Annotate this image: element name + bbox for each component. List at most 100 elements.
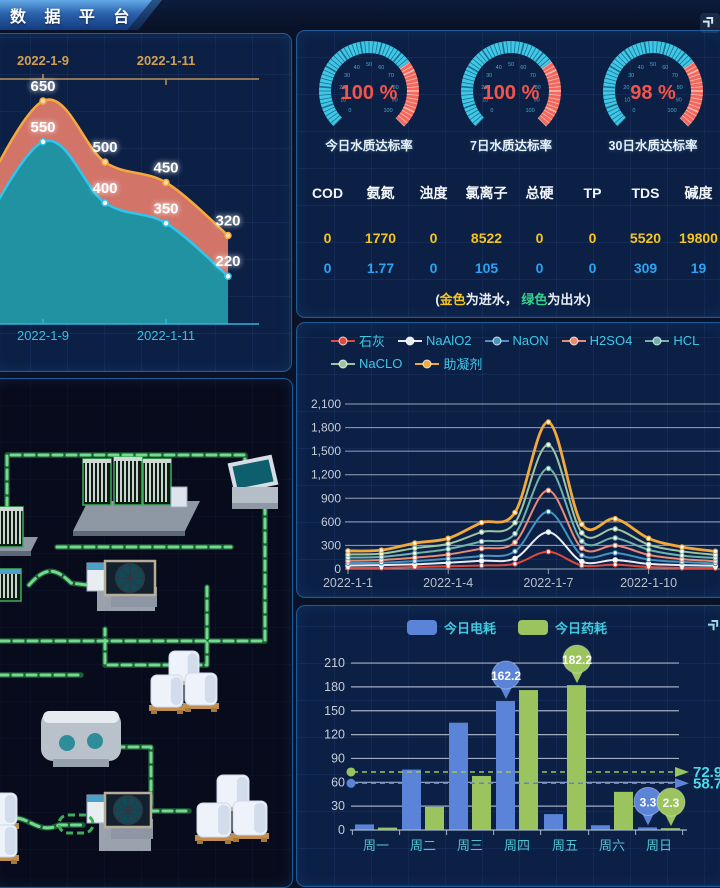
legend-item-NaAlO2[interactable]: NaAlO2: [398, 331, 472, 350]
legend-item-HCL[interactable]: HCL: [645, 331, 699, 350]
material-bale-graphic: [0, 824, 19, 864]
inflow-outflow-area-chart: 2022-1-9 2022-1-11 650 500 450 320 550 400 350 22…: [0, 53, 259, 343]
gauge-label: 今日水质达标率: [325, 139, 413, 153]
note-segment: 为出水): [547, 292, 591, 307]
svg-text:周三: 周三: [457, 838, 483, 853]
gauge-row: 0 10 20 30 40 50 60 70 80 90 100 100 % 今日水质达标率 0 10 2…: [297, 35, 720, 154]
legend-item-NaCLO[interactable]: NaCLO: [331, 354, 402, 373]
table-value-cell: 0: [588, 230, 597, 246]
table-header-cell: TDS: [631, 185, 660, 201]
filter-rack-graphic: [0, 506, 24, 548]
svg-text:0: 0: [490, 108, 493, 114]
table-header-cell: 浊度: [419, 185, 448, 201]
tank-machine-graphic: [41, 711, 121, 767]
legend-item-H2SO4[interactable]: H2SO4: [561, 331, 632, 350]
table-header-cell: 碱度: [684, 185, 713, 201]
table-value-cell: 0: [588, 260, 597, 276]
svg-text:450: 450: [153, 160, 178, 177]
legend-swatch-electricity: [406, 620, 437, 635]
svg-text:900: 900: [321, 491, 341, 505]
material-bale-graphic: [183, 672, 219, 712]
legend-label: 今日药耗: [555, 621, 608, 636]
svg-text:2022-1-11: 2022-1-11: [137, 328, 195, 343]
svg-text:0: 0: [338, 823, 345, 837]
svg-text:30: 30: [331, 799, 345, 813]
svg-text:1,200: 1,200: [311, 468, 341, 482]
svg-text:30: 30: [486, 73, 492, 79]
table-value-cell: 0: [323, 230, 332, 246]
svg-text:300: 300: [321, 538, 341, 552]
table-value-cell: 8522: [470, 230, 503, 246]
table-header-cell: 氯离子: [465, 185, 508, 201]
gauge-label: 30日水质达标率: [608, 139, 698, 153]
legend-item-chemical[interactable]: 今日药耗: [518, 618, 607, 637]
svg-text:350: 350: [153, 200, 178, 217]
legend-swatch-chemical: [518, 620, 548, 635]
svg-text:60: 60: [520, 65, 526, 71]
material-bale-graphic: [231, 800, 269, 842]
app-title-plate: 数 据 平 台: [0, 0, 152, 30]
svg-text:0: 0: [632, 108, 635, 114]
table-value-cell: 309: [633, 260, 658, 276]
svg-text:40: 40: [354, 65, 360, 71]
svg-text:90: 90: [676, 97, 682, 103]
consumption-panel: 今日电耗 今日药耗 0 30 60 90 120 150 180 210 周一 周二 周三 周四 周五 周…: [296, 605, 720, 887]
svg-text:10: 10: [624, 97, 630, 103]
legend-item-NaON[interactable]: NaON: [484, 331, 549, 350]
svg-text:70: 70: [388, 73, 394, 79]
fan-unit-graphic: [86, 791, 153, 839]
svg-text:周二: 周二: [410, 838, 436, 853]
legend-item-石灰[interactable]: 石灰: [331, 331, 385, 350]
svg-text:50: 50: [650, 62, 656, 68]
svg-text:40: 40: [638, 65, 644, 71]
svg-text:3.3: 3.3: [640, 795, 657, 809]
svg-text:1,800: 1,800: [311, 421, 341, 435]
svg-text:10: 10: [340, 97, 346, 103]
svg-text:72.97: 72.97: [693, 764, 720, 781]
svg-text:650: 650: [30, 78, 55, 95]
expand-icon[interactable]: [705, 616, 720, 636]
note-segment: 为进水，: [465, 292, 522, 307]
svg-text:2022-1-9: 2022-1-9: [17, 328, 69, 343]
svg-text:2022-1-7: 2022-1-7: [523, 576, 573, 590]
svg-text:50: 50: [508, 62, 514, 68]
svg-text:182.2: 182.2: [562, 653, 592, 667]
gauge-cell-7day: 0 10 20 30 40 50 60 70 80 90 100 100 % 7日水质达标率: [441, 35, 581, 154]
svg-text:150: 150: [324, 704, 345, 718]
svg-text:100 %: 100 %: [483, 82, 540, 104]
svg-text:120: 120: [324, 728, 345, 742]
note-segment: 绿色: [521, 292, 548, 307]
svg-text:2022-1-1: 2022-1-1: [323, 576, 373, 590]
svg-text:70: 70: [672, 73, 678, 79]
material-bale-graphic: [149, 674, 185, 714]
top-header-bar: 数 据 平 台: [0, 0, 720, 30]
svg-text:210: 210: [324, 656, 345, 670]
inflow-outflow-panel: 2022-1-9 2022-1-11 650 500 450 320 550 400 350 22…: [0, 33, 292, 372]
filter-rack-graphic: [142, 458, 172, 506]
expand-icon[interactable]: [700, 13, 720, 33]
chemical-dosing-panel: 石灰 NaAlO2 NaON H2SO4 HCL NaCLO 助凝剂 0 300 600 900 1…: [296, 322, 720, 598]
svg-text:90: 90: [534, 97, 540, 103]
gauge-label: 7日水质达标率: [470, 139, 552, 153]
svg-text:100: 100: [525, 108, 534, 114]
svg-text:550: 550: [30, 119, 55, 136]
svg-text:10: 10: [482, 97, 488, 103]
table-value-cell: 0: [429, 260, 438, 276]
svg-text:100 %: 100 %: [341, 82, 398, 104]
legend-item-electricity[interactable]: 今日电耗: [406, 618, 496, 637]
table-color-note: (金色为进水， 绿色为出水): [297, 289, 720, 308]
table-value-cell: 5520: [629, 230, 662, 246]
svg-text:30: 30: [344, 73, 350, 79]
dosing-legend: 石灰 NaAlO2 NaON H2SO4 HCL NaCLO 助凝剂: [331, 331, 720, 373]
legend-item-助凝剂[interactable]: 助凝剂: [415, 354, 482, 373]
treatment-plant-panel: [0, 378, 293, 888]
consumption-legend: 今日电耗 今日药耗: [297, 618, 717, 637]
material-bale-graphic: [195, 802, 233, 844]
svg-text:80: 80: [535, 85, 541, 91]
svg-text:20: 20: [481, 85, 487, 91]
svg-text:2022-1-4: 2022-1-4: [423, 576, 473, 590]
svg-text:70: 70: [530, 73, 536, 79]
svg-text:80: 80: [677, 85, 683, 91]
svg-text:2,100: 2,100: [311, 397, 341, 411]
